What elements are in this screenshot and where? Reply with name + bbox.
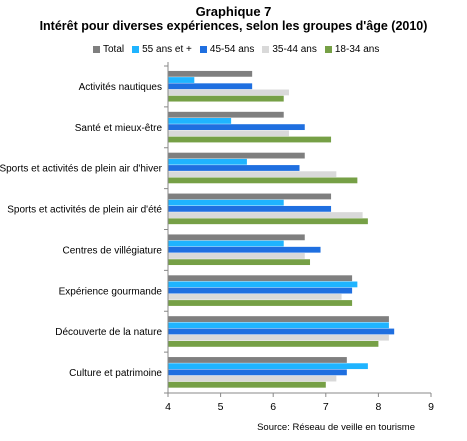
category-label: Sports et activités de plein air d'hiver bbox=[0, 164, 163, 175]
bar-45-54-ans bbox=[168, 205, 332, 212]
x-tick-label: 4 bbox=[165, 401, 171, 413]
bar-55-ans-et- bbox=[168, 118, 232, 124]
bar-18-34-ans bbox=[168, 95, 284, 102]
category-label: Centres de villégiature bbox=[63, 245, 163, 256]
category-label: Activités nautiques bbox=[79, 82, 162, 93]
bar-18-34-ans bbox=[168, 300, 353, 306]
title-block: Graphique 7 Intérêt pour diverses expéri… bbox=[0, 4, 467, 34]
category-label: Sports et activités de plein air d'été bbox=[7, 205, 162, 216]
legend-label: 45-54 ans bbox=[209, 44, 255, 55]
bar-18-34-ans bbox=[168, 136, 332, 143]
bar-55-ans-et- bbox=[168, 77, 195, 83]
bar-45-54-ans bbox=[168, 124, 305, 131]
chart-subtitle: Intérêt pour diverses expériences, selon… bbox=[39, 19, 428, 33]
bar-18-34-ans bbox=[168, 177, 358, 184]
bar-45-54-ans bbox=[168, 83, 253, 90]
category-label: Santé et mieux-être bbox=[75, 123, 163, 134]
chart-legend: Total 55 ans et + 45-54 ans 35-44 ans 18-34 … bbox=[93, 44, 387, 55]
bar-total bbox=[168, 111, 284, 118]
bar-55-ans-et- bbox=[168, 199, 284, 206]
bar-35-44-ans bbox=[168, 212, 363, 218]
legend-item: Total bbox=[93, 44, 124, 55]
bar-35-44-ans bbox=[168, 130, 289, 137]
source-note: Source: Réseau de veille en tourisme bbox=[257, 422, 415, 433]
bar-total bbox=[168, 275, 353, 282]
legend-label: 55 ans et + bbox=[142, 44, 192, 55]
bar-total bbox=[168, 70, 253, 77]
legend-swatch bbox=[132, 46, 140, 53]
legend-label: 18-34 ans bbox=[334, 44, 380, 55]
legend-item: 45-54 ans bbox=[199, 44, 255, 55]
bar-total bbox=[168, 152, 305, 159]
x-tick-label: 6 bbox=[270, 401, 276, 413]
legend-swatch bbox=[262, 46, 270, 53]
bar-45-54-ans bbox=[168, 287, 353, 294]
x-tick-label: 5 bbox=[218, 401, 224, 413]
bar-total bbox=[168, 357, 347, 363]
bar-35-44-ans bbox=[168, 334, 389, 341]
bar-55-ans-et- bbox=[168, 158, 247, 165]
legend-label: Total bbox=[103, 44, 125, 55]
legend-swatch bbox=[199, 46, 207, 53]
bar-35-44-ans bbox=[168, 253, 305, 259]
bar-35-44-ans bbox=[168, 171, 337, 178]
bar-55-ans-et- bbox=[168, 281, 358, 288]
bar-total bbox=[168, 193, 332, 200]
legend-swatch bbox=[93, 46, 100, 53]
bar-18-34-ans bbox=[168, 340, 379, 347]
legend-swatch bbox=[324, 46, 332, 53]
bar-18-34-ans bbox=[168, 259, 311, 266]
bar-18-34-ans bbox=[168, 218, 368, 225]
bar-35-44-ans bbox=[168, 89, 289, 96]
bar-45-54-ans bbox=[168, 165, 300, 171]
category-label: Expérience gourmande bbox=[59, 286, 163, 297]
category-label: Découverte de la nature bbox=[55, 327, 162, 338]
x-tick-label: 7 bbox=[323, 401, 329, 413]
legend-item: 18-34 ans bbox=[324, 44, 380, 55]
bar-45-54-ans bbox=[168, 328, 395, 335]
bar-45-54-ans bbox=[168, 246, 321, 253]
bar-35-44-ans bbox=[168, 293, 342, 300]
legend-label: 35-44 ans bbox=[272, 44, 317, 55]
bar-35-44-ans bbox=[168, 375, 337, 382]
x-tick-label: 8 bbox=[375, 401, 381, 413]
bar-total bbox=[168, 316, 389, 322]
x-tick-label: 9 bbox=[428, 401, 434, 413]
bar-55-ans-et- bbox=[168, 363, 368, 370]
chart-title: Graphique 7 bbox=[195, 4, 272, 19]
bar-18-34-ans bbox=[168, 381, 326, 388]
bar-45-54-ans bbox=[168, 369, 347, 376]
legend-item: 35-44 ans bbox=[262, 44, 317, 55]
legend-item: 55 ans et + bbox=[132, 44, 192, 55]
bar-55-ans-et- bbox=[168, 240, 284, 247]
bar-55-ans-et- bbox=[168, 322, 389, 329]
category-label: Culture et patrimoine bbox=[69, 368, 162, 379]
bar-total bbox=[168, 234, 305, 241]
